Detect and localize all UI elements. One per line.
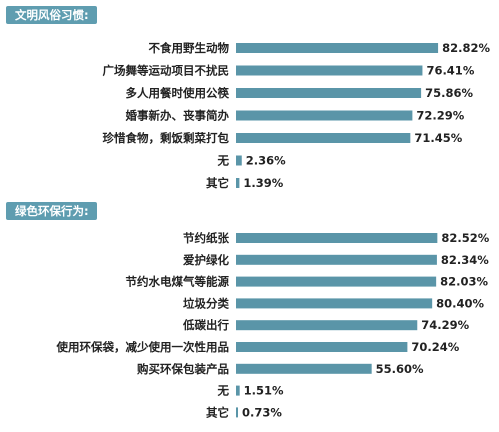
value-label: 1.51% [244,384,284,398]
category-label: 使用环保袋，减少使用一次性用品 [56,340,230,354]
bar [236,298,433,309]
value-label: 82.34% [441,253,489,267]
bar [236,65,423,76]
value-label: 71.45% [414,131,462,145]
value-label: 82.03% [440,275,488,289]
bar [236,110,413,121]
category-label: 垃圾分类 [183,296,229,310]
value-label: 74.29% [421,318,469,332]
bar [236,254,437,265]
value-label: 82.52% [441,231,489,245]
category-label: 爱护绿化 [183,253,229,267]
bar [236,88,422,98]
category-label: 婚事新办、丧事简办 [126,109,230,123]
bar [236,385,240,396]
value-label: 0.73% [242,405,282,419]
value-label: 80.40% [436,296,484,310]
bar [236,43,439,53]
bar [236,178,240,188]
category-label: 购买环保包装产品 [137,362,229,376]
value-label: 1.39% [243,176,283,190]
value-label: 2.36% [246,154,286,168]
category-label: 节约纸张 [183,231,229,245]
category-label: 节约水电煤气等能源 [126,275,230,289]
bar [236,233,438,243]
category-label: 其它 [206,176,229,190]
value-label: 75.86% [425,86,473,100]
category-label: 无 [217,154,230,168]
category-label: 珍惜食物，剩饭剩菜打包 [103,131,230,145]
bar [236,342,408,352]
bar [236,133,411,143]
bar [236,155,242,166]
category-label: 多人用餐时使用公筷 [126,86,230,100]
bar [236,320,418,331]
category-label: 不食用野生动物 [149,41,230,55]
value-label: 76.41% [426,64,474,78]
category-label: 广场舞等运动项目不扰民 [103,64,230,78]
section-title-civilized-customs: 文明风俗习惯: [6,6,97,24]
section-title-green-behavior: 绿色环保行为: [6,202,97,220]
bar [236,407,238,418]
value-label: 82.82% [442,41,490,55]
value-label: 70.24% [411,340,459,354]
category-label: 其它 [206,405,229,419]
category-label: 无 [217,384,230,398]
bar [236,276,437,287]
category-label: 低碳出行 [182,318,229,332]
value-label: 72.29% [416,109,464,123]
bar [236,363,372,374]
value-label: 55.60% [376,362,424,376]
